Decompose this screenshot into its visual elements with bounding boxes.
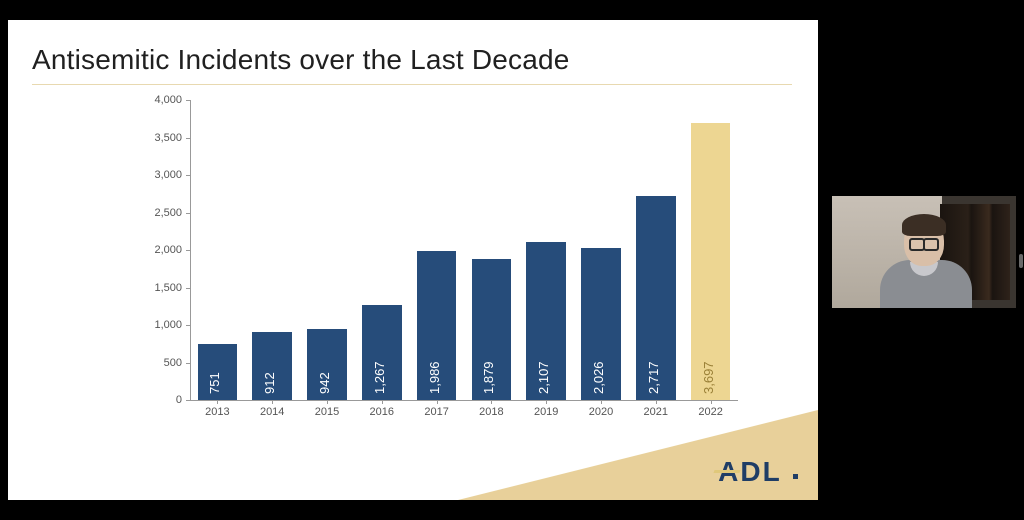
- y-tick-label: 500: [164, 357, 182, 369]
- y-tick-label: 0: [176, 394, 182, 406]
- bar: [252, 332, 291, 400]
- title-underline: [32, 84, 792, 85]
- incidents-bar-chart: 05001,0001,5002,0002,5003,0003,5004,000 …: [138, 100, 748, 430]
- presentation-slide: Antisemitic Incidents over the Last Deca…: [8, 20, 818, 500]
- x-tick-label: 2014: [260, 406, 284, 418]
- y-tick-label: 4,000: [154, 94, 182, 106]
- slide-title: Antisemitic Incidents over the Last Deca…: [32, 44, 570, 76]
- bar: [362, 305, 401, 400]
- bar: [198, 344, 237, 400]
- bar: [472, 259, 511, 400]
- y-axis: 05001,0001,5002,0002,5003,0003,5004,000: [138, 100, 190, 400]
- y-tick-label: 2,500: [154, 207, 182, 219]
- x-tick-label: 2015: [315, 406, 339, 418]
- bar: [526, 242, 565, 400]
- bar: [307, 329, 346, 400]
- adl-logo: ADL: [718, 456, 798, 488]
- y-tick-label: 2,000: [154, 244, 182, 256]
- bar: [417, 251, 456, 400]
- plot-area: 7519129421,2671,9861,8792,1072,0262,7173…: [190, 100, 738, 400]
- bar: [581, 248, 620, 400]
- x-tick-label: 2017: [424, 406, 448, 418]
- y-tick-label: 1,500: [154, 282, 182, 294]
- y-tick-label: 3,500: [154, 132, 182, 144]
- x-tick-label: 2016: [370, 406, 394, 418]
- y-tick-label: 3,000: [154, 169, 182, 181]
- bar: [691, 123, 730, 400]
- presenter-video-thumbnail[interactable]: [832, 196, 1016, 308]
- y-tick-label: 1,000: [154, 319, 182, 331]
- bar: [636, 196, 675, 400]
- scrollbar-thumb[interactable]: [1019, 254, 1023, 268]
- x-tick-label: 2013: [205, 406, 229, 418]
